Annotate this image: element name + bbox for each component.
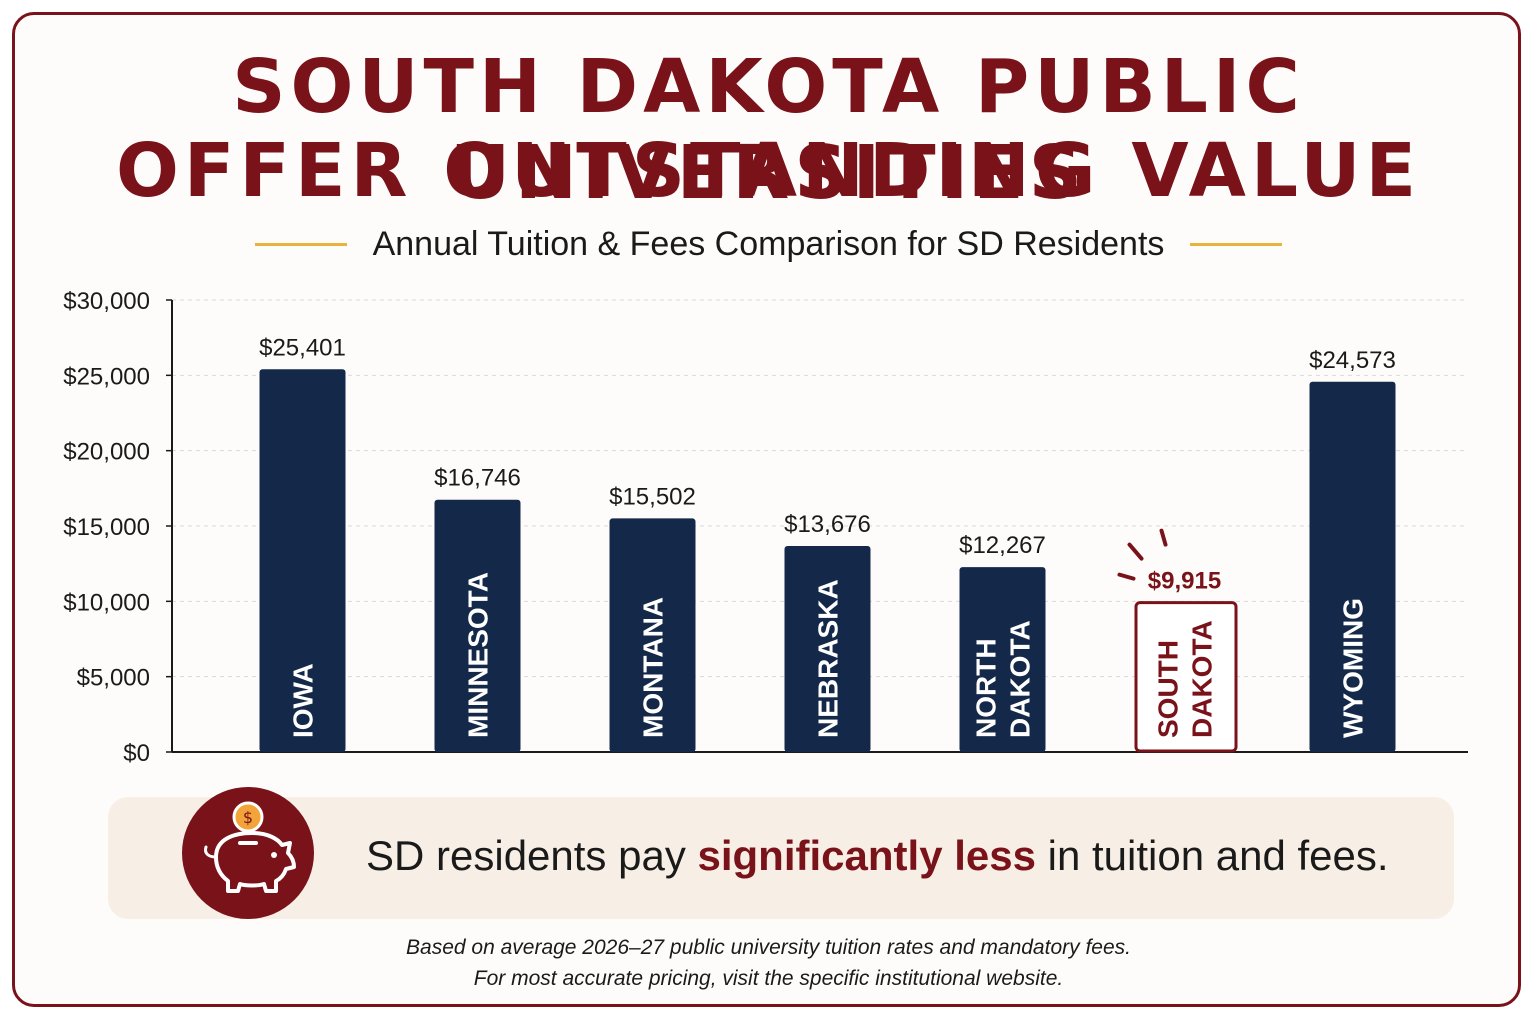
y-tick-label: $30,000 (63, 288, 150, 315)
bar-category-label: MINNESOTA (463, 572, 494, 738)
footnote-line-1: Based on average 2026–27 public universi… (406, 936, 1131, 959)
callout-text: SD residents pay significantly less in t… (366, 832, 1389, 880)
bar-value-label: $16,746 (434, 465, 521, 492)
y-tick-label: $10,000 (63, 589, 150, 616)
bar (434, 499, 521, 752)
y-tick-label: $5,000 (77, 665, 150, 692)
bar-category-label: MONTANA (638, 597, 669, 738)
subtitle-rule-left (254, 242, 347, 246)
bar-category-label: IOWA (288, 663, 319, 738)
bar-category-label: DAKOTA (1005, 620, 1036, 738)
footnote-line-2: For most accurate pricing, visit the spe… (473, 967, 1064, 990)
callout-emphasis: significantly less (697, 832, 1036, 879)
bar-value-label: $15,502 (609, 483, 696, 510)
bar-value-label: $12,267 (959, 532, 1046, 559)
chart-subtitle: Annual Tuition & Fees Comparison for SD … (372, 224, 1165, 263)
piggy-bank-badge: $ (182, 787, 314, 919)
callout-text-start: SD residents pay (366, 832, 698, 879)
bar (259, 369, 346, 752)
title-line-2: OFFER OUTSTANDING VALUE (115, 128, 1422, 214)
bar (784, 545, 871, 752)
bar-category-label: WYOMING (1338, 598, 1369, 738)
callout-text-end: in tuition and fees. (1035, 832, 1389, 879)
bar-category-label: NEBRASKA (813, 579, 844, 738)
callout-box (108, 797, 1454, 919)
y-tick-label: $0 (123, 740, 150, 767)
highlight-burst-mark (1127, 542, 1144, 561)
bar-category-label: SOUTH (1153, 640, 1184, 738)
bar (1309, 381, 1396, 752)
coin-symbol: $ (243, 808, 253, 827)
coin-icon (232, 801, 264, 833)
bar-chart: $0 $5,000 $10,000 $15,000 $20,000 $25,000 $30,… (63, 288, 1468, 767)
piggy-bank-coin-icon: $ (204, 801, 296, 893)
subtitle-rule-right (1190, 242, 1283, 246)
bar-value-label: $13,676 (784, 511, 871, 538)
subtitle-row: Annual Tuition & Fees Comparison for SD … (0, 222, 1537, 266)
bar-value-label: $25,401 (259, 334, 346, 361)
bar (609, 518, 696, 752)
highlight-burst-mark (1117, 572, 1136, 581)
y-tick-label: $20,000 (63, 439, 150, 466)
highlight-burst-mark (1159, 528, 1168, 547)
bar-value-label: $24,573 (1309, 347, 1396, 374)
bar-value-label: $9,915 (1148, 568, 1221, 595)
y-tick-label: $15,000 (63, 514, 150, 541)
bar (959, 567, 1046, 752)
title-line-1: SOUTH DAKOTA PUBLIC UNIVERSITIES (232, 44, 1305, 216)
bar-category-label: NORTH (971, 638, 1002, 738)
bar-south-dakota (1134, 601, 1238, 753)
bar-category-label: DAKOTA (1187, 620, 1218, 738)
y-tick-label: $25,000 (63, 363, 150, 390)
